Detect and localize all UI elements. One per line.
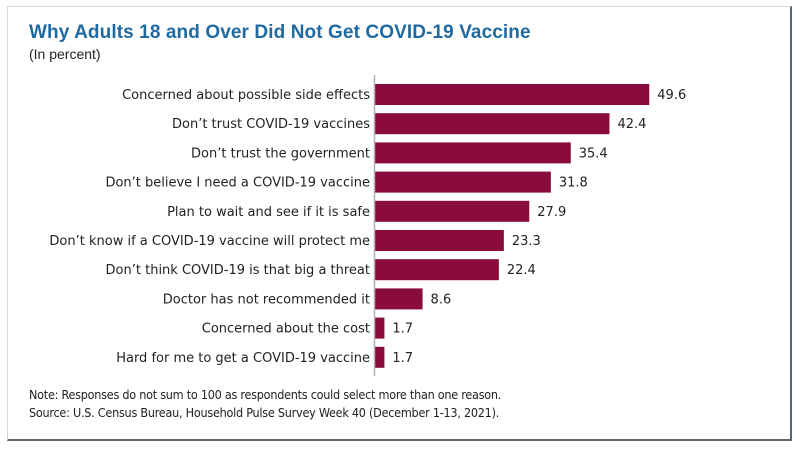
category-label: Concerned about possible side effects	[122, 88, 370, 103]
category-label: Hard for me to get a COVID-19 vaccine	[116, 351, 370, 366]
bar	[375, 84, 650, 105]
category-label: Don’t think COVID-19 is that big a threa…	[106, 263, 370, 278]
bar	[375, 230, 504, 251]
bar	[375, 171, 551, 193]
bar	[375, 346, 385, 368]
category-label: Don’t know if a COVID-19 vaccine will pr…	[49, 234, 370, 249]
value-label: 1.7	[392, 351, 413, 366]
chart-source: Source: U.S. Census Bureau, Household Pu…	[29, 405, 500, 420]
bar	[375, 317, 385, 339]
chart-frame	[7, 6, 792, 441]
category-label: Don’t believe I need a COVID-19 vaccine	[105, 176, 370, 191]
category-label: Don’t trust the government	[191, 146, 370, 161]
value-label: 23.3	[512, 234, 541, 249]
category-label: Doctor has not recommended it	[163, 292, 370, 307]
value-label: 8.6	[431, 292, 452, 307]
value-label: 35.4	[579, 146, 608, 161]
value-label: 42.4	[617, 117, 646, 132]
bar	[375, 142, 571, 164]
bar	[375, 259, 499, 281]
chart-subtitle: (In percent)	[29, 46, 101, 62]
value-label: 1.7	[392, 322, 413, 337]
chart-title: Why Adults 18 and Over Did Not Get COVID…	[29, 22, 531, 43]
category-label: Concerned about the cost	[202, 322, 370, 337]
bar	[375, 113, 610, 135]
value-label: 22.4	[507, 263, 536, 278]
category-label: Don’t trust COVID-19 vaccines	[172, 117, 370, 132]
category-label: Plan to wait and see if it is safe	[167, 205, 370, 220]
bar	[375, 288, 423, 310]
value-label: 31.8	[559, 176, 588, 191]
value-label: 27.9	[537, 205, 566, 220]
bars-group: Concerned about possible side effects 49.…	[49, 84, 686, 368]
chart-note: Note: Responses do not sum to 100 as res…	[29, 387, 502, 402]
value-label: 49.6	[657, 88, 686, 103]
bar	[375, 200, 530, 222]
